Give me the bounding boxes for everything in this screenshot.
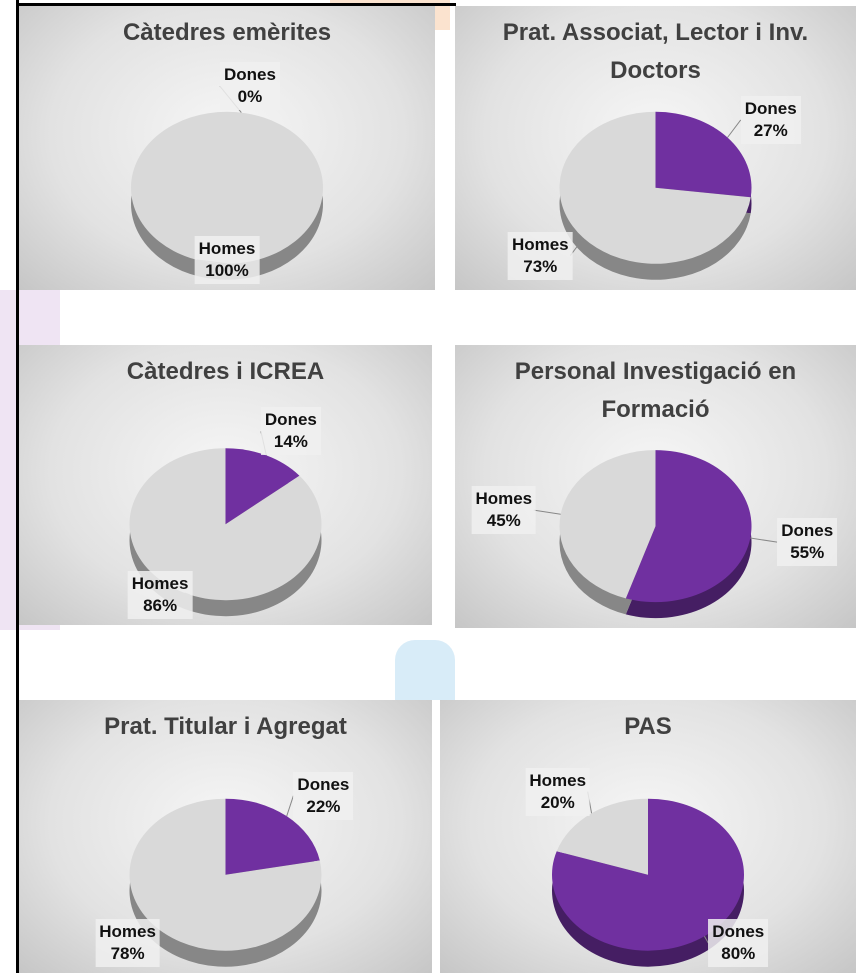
data-label: Dones 14%	[260, 407, 321, 456]
pie-slice	[556, 798, 648, 875]
chart-panel: Prat. Titular i Agregat Dones 22% Homes 78%	[19, 700, 432, 973]
pie-chart	[559, 111, 752, 280]
chart-panel: Càtedres i ICREA Dones 14% Homes 86%	[19, 345, 432, 625]
frame-line	[16, 3, 456, 6]
pie-chart	[129, 431, 322, 617]
category-label: Dones	[297, 774, 350, 794]
pie-slice	[625, 450, 752, 603]
pie-chart	[533, 450, 778, 619]
data-label: Homes 73%	[507, 231, 573, 280]
category-label: Dones	[781, 521, 834, 541]
pie-slice	[559, 450, 656, 599]
data-label: Dones 0%	[219, 62, 280, 111]
value-label: 22%	[306, 796, 341, 816]
category-label: Homes	[475, 489, 533, 509]
leader-line	[750, 537, 778, 543]
category-label: Dones	[744, 98, 797, 118]
pie-slice	[559, 111, 751, 264]
leader-line	[286, 795, 294, 817]
pie-chart	[552, 791, 744, 967]
category-label: Homes	[99, 922, 156, 941]
data-label: Dones 27%	[740, 95, 801, 144]
pie-chart	[129, 795, 322, 967]
data-label: Homes 100%	[194, 236, 260, 284]
chart-title: Prat. Titular i Agregat	[104, 713, 347, 740]
data-label: Dones 22%	[293, 771, 354, 820]
pie-slice	[131, 111, 323, 264]
leader-line	[703, 935, 709, 944]
value-label: 20%	[540, 792, 575, 812]
data-label: Homes 45%	[471, 486, 537, 535]
value-label: 78%	[110, 944, 145, 963]
value-label: 45%	[486, 511, 521, 531]
chart-title: Càtedres i ICREA	[126, 358, 325, 385]
pie-slice	[225, 798, 320, 875]
data-label: Homes 20%	[525, 767, 591, 816]
chart-title: Personal Investigació en Formació	[514, 358, 797, 423]
category-label: Homes	[511, 234, 569, 254]
pie-chart	[131, 85, 323, 280]
value-label: 0%	[237, 87, 263, 107]
frame-line	[16, 0, 19, 973]
pie-slice	[655, 111, 752, 198]
data-label: Homes 78%	[95, 919, 160, 967]
category-label: Dones	[223, 65, 276, 85]
pie-slice	[129, 448, 322, 601]
category-label: Dones	[264, 410, 317, 430]
value-label: 55%	[790, 543, 825, 563]
chart-panel: Prat. Associat, Lector i Inv. Doctors Don…	[455, 6, 856, 290]
pie-slice	[129, 798, 322, 951]
category-label: Dones	[712, 922, 765, 941]
value-label: 27%	[753, 120, 788, 140]
chart-panel: PAS Dones 80% Homes 20%	[440, 700, 856, 973]
chart-title: Càtedres emèrites	[122, 19, 332, 46]
data-label: Dones 55%	[777, 518, 838, 567]
data-label: Dones 80%	[708, 919, 769, 967]
chart-title: Prat. Associat, Lector i Inv. Doctors	[502, 19, 809, 84]
decoration	[395, 640, 455, 700]
value-label: 80%	[721, 944, 756, 963]
value-label: 73%	[523, 256, 558, 276]
pie-slice	[225, 448, 300, 525]
leader-line	[727, 119, 742, 138]
leader-line	[533, 509, 561, 515]
category-label: Homes	[529, 770, 587, 790]
chart-panel: Personal Investigació en Formació Dones 55…	[455, 345, 856, 628]
category-label: Homes	[198, 239, 256, 258]
data-label: Homes 86%	[127, 571, 193, 619]
value-label: 14%	[273, 432, 308, 452]
chart-panel: Càtedres emèrites Dones 0% Homes 100%	[19, 6, 435, 290]
value-label: 86%	[143, 596, 178, 615]
chart-title: PAS	[624, 713, 672, 740]
value-label: 100%	[205, 261, 249, 280]
category-label: Homes	[131, 574, 189, 593]
